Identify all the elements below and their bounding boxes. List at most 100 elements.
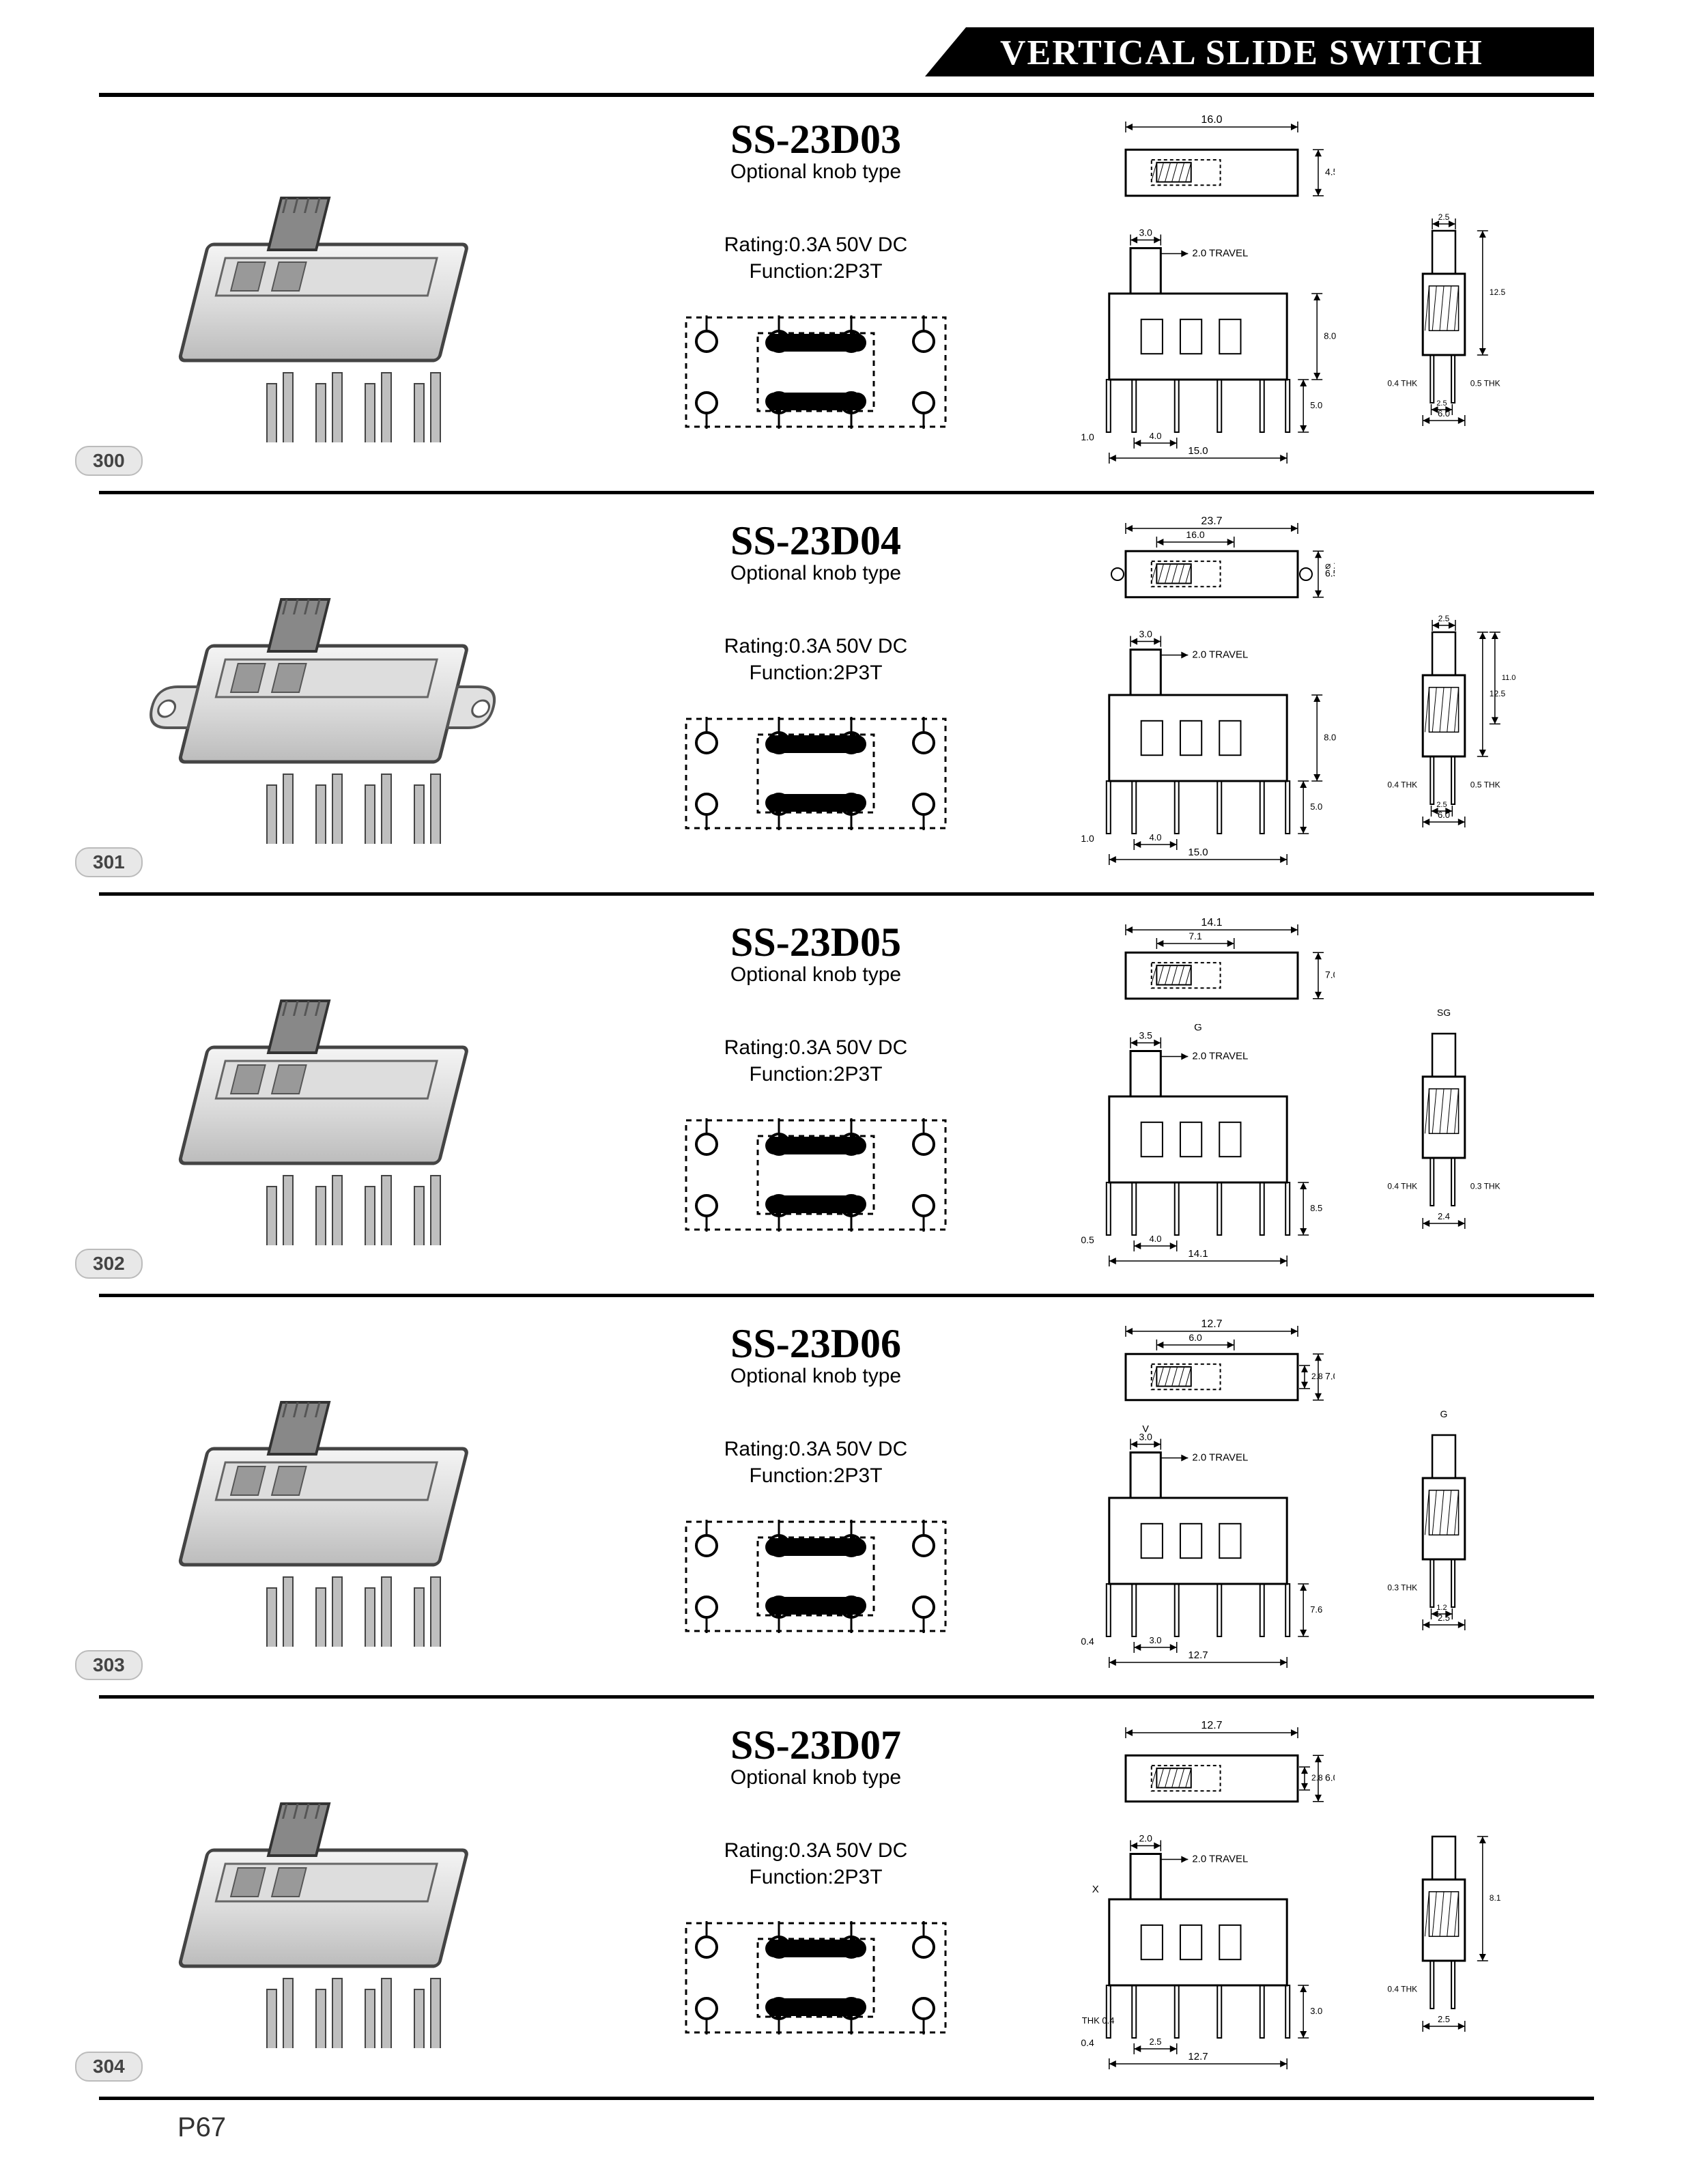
product-row-SS-23D03: 300 SS-23D03 Optional knob type Rating:0… xyxy=(99,101,1594,494)
svg-text:2.0 TRAVEL: 2.0 TRAVEL xyxy=(1192,1452,1248,1464)
front-view: 3.02.0 TRAVEL 15.01.0 4.0 5.0 8.0 xyxy=(1055,623,1341,882)
svg-text:2.8: 2.8 xyxy=(1311,1773,1323,1783)
svg-text:0.5 THK: 0.5 THK xyxy=(1470,379,1500,388)
svg-text:8.5: 8.5 xyxy=(1310,1203,1322,1213)
subtitle: Optional knob type xyxy=(604,1365,1027,1388)
svg-text:0.4 THK: 0.4 THK xyxy=(1387,1182,1417,1191)
ref-number: 304 xyxy=(75,2052,143,2082)
spec-column: SS-23D07 Optional knob type Rating:0.3A … xyxy=(604,1707,1027,2046)
front-view: 3.02.0 TRAVEL V 12.70.4 3.0 7.6 xyxy=(1055,1426,1341,1685)
page-header-band: VERTICAL SLIDE SWITCH xyxy=(966,27,1594,76)
svg-text:15.0: 15.0 xyxy=(1188,847,1208,858)
svg-text:12.7: 12.7 xyxy=(1201,1720,1222,1731)
svg-text:2.0 TRAVEL: 2.0 TRAVEL xyxy=(1192,649,1248,661)
svg-text:23.7: 23.7 xyxy=(1201,515,1222,527)
ref-number: 302 xyxy=(75,1249,143,1279)
subtitle: Optional knob type xyxy=(604,963,1027,987)
svg-text:0.5: 0.5 xyxy=(1081,1234,1094,1245)
tech-drawings: 12.7 6.0 2.8 2.02.0 TRAVEL X 12.70.4 2.5… xyxy=(1048,1707,1587,2097)
product-photo: 301 xyxy=(99,502,591,892)
svg-text:4.0: 4.0 xyxy=(1149,1234,1161,1244)
svg-text:12.7: 12.7 xyxy=(1188,2051,1208,2062)
front-view: 2.02.0 TRAVEL X 12.70.4 2.5 3.0THK 0.4 xyxy=(1055,1827,1341,2086)
front-view: 3.5 2.0 TRAVEL G 14.1 0.5 4.0 8.5 xyxy=(1055,1024,1341,1284)
svg-text:0.4 THK: 0.4 THK xyxy=(1387,1985,1417,1994)
svg-text:1.2: 1.2 xyxy=(1436,1604,1447,1612)
circuit-schematic xyxy=(666,1508,966,1645)
svg-text:4.0: 4.0 xyxy=(1149,431,1161,441)
svg-text:2.5: 2.5 xyxy=(1436,801,1447,809)
side-view: 2.5 1.20.3 THKG xyxy=(1369,1401,1519,1660)
svg-text:8.0: 8.0 xyxy=(1324,330,1336,341)
svg-text:16.0: 16.0 xyxy=(1186,529,1204,540)
part-number: SS-23D03 xyxy=(604,116,1027,163)
svg-text:2.0: 2.0 xyxy=(1139,1833,1152,1844)
svg-text:2.5: 2.5 xyxy=(1438,614,1450,623)
svg-text:2.0 TRAVEL: 2.0 TRAVEL xyxy=(1192,1051,1248,1062)
part-number: SS-23D07 xyxy=(604,1722,1027,1769)
product-photo: 300 xyxy=(99,101,591,491)
svg-text:6.0: 6.0 xyxy=(1325,1772,1335,1783)
svg-text:16.0: 16.0 xyxy=(1201,114,1222,126)
spec-text: Rating:0.3A 50V DCFunction:2P3T xyxy=(604,1837,1027,1890)
footprint-view: 12.7 6.0 7.0 2.8 xyxy=(1089,1315,1335,1417)
svg-text:SG: SG xyxy=(1437,1007,1451,1018)
ref-number: 301 xyxy=(75,847,143,877)
svg-text:3.0: 3.0 xyxy=(1139,629,1152,640)
circuit-schematic xyxy=(666,1910,966,2046)
svg-text:7.0: 7.0 xyxy=(1325,969,1335,980)
product-row-SS-23D07: 304 SS-23D07 Optional knob type Rating:0… xyxy=(99,1707,1594,2100)
svg-text:14.1: 14.1 xyxy=(1188,1248,1208,1260)
product-row-SS-23D06: 303 SS-23D06 Optional knob type Rating:0… xyxy=(99,1305,1594,1699)
part-number: SS-23D04 xyxy=(604,517,1027,565)
svg-text:2.5: 2.5 xyxy=(1438,212,1450,222)
ref-number: 303 xyxy=(75,1650,143,1680)
footprint-view: 23.7 16.0 ⌀ 2.0 6.5 xyxy=(1089,512,1335,614)
svg-text:3.0: 3.0 xyxy=(1149,1635,1161,1645)
front-view: 3.02.0 TRAVEL 15.01.0 4.0 5.0 8.0 xyxy=(1055,221,1341,481)
product-row-SS-23D05: 302 SS-23D05 Optional knob type Rating:0… xyxy=(99,904,1594,1297)
svg-text:0.5 THK: 0.5 THK xyxy=(1470,780,1500,790)
svg-text:1.0: 1.0 xyxy=(1081,833,1094,844)
side-view: 2.5 12.5 11.0 6.0 2.50.4 THK0.5 THK xyxy=(1369,598,1519,857)
circuit-schematic xyxy=(666,705,966,842)
svg-text:0.3 THK: 0.3 THK xyxy=(1387,1583,1417,1593)
svg-text:G: G xyxy=(1194,1024,1202,1034)
circuit-schematic xyxy=(666,304,966,440)
svg-text:15.0: 15.0 xyxy=(1188,445,1208,457)
product-photo: 302 xyxy=(99,904,591,1294)
side-view: 2.40.4 THK0.3 THKSG xyxy=(1369,999,1519,1259)
svg-text:X: X xyxy=(1092,1884,1099,1895)
svg-text:0.4: 0.4 xyxy=(1081,2037,1094,2048)
svg-text:11.0: 11.0 xyxy=(1502,674,1516,682)
product-photo: 303 xyxy=(99,1305,591,1695)
svg-text:0.4 THK: 0.4 THK xyxy=(1387,780,1417,790)
tech-drawings: 12.7 6.0 7.0 2.8 3.02.0 TRAVEL V 12.70.4… xyxy=(1048,1305,1587,1695)
footprint-view: 16.0 4.5 xyxy=(1089,111,1335,213)
svg-text:0.4: 0.4 xyxy=(1081,1636,1094,1647)
spec-column: SS-23D06 Optional knob type Rating:0.3A … xyxy=(604,1305,1027,1645)
svg-text:5.0: 5.0 xyxy=(1310,400,1322,410)
top-rule xyxy=(99,93,1594,97)
svg-text:6.0: 6.0 xyxy=(1189,1332,1202,1343)
tech-drawings: 16.0 4.5 3.02.0 TRAVEL 15.01.0 4.0 5.0 8… xyxy=(1048,101,1587,491)
svg-text:12.5: 12.5 xyxy=(1490,287,1506,297)
tech-drawings: 14.1 7.1 7.0 3.52.0 TRAVEL G 14.10.5 4.0… xyxy=(1048,904,1587,1294)
svg-text:14.1: 14.1 xyxy=(1201,917,1222,928)
side-view: 2.5 12.5 6.0 2.50.4 THK0.5 THK xyxy=(1369,197,1519,456)
svg-text:8.0: 8.0 xyxy=(1324,732,1336,742)
svg-text:2.5: 2.5 xyxy=(1438,2014,1450,2024)
spec-text: Rating:0.3A 50V DCFunction:2P3T xyxy=(604,1436,1027,1489)
svg-text:12.5: 12.5 xyxy=(1490,689,1506,698)
svg-text:1.0: 1.0 xyxy=(1081,431,1094,442)
product-row-SS-23D04: 301 SS-23D04 Optional knob type Rating:0… xyxy=(99,502,1594,896)
spec-text: Rating:0.3A 50V DCFunction:2P3T xyxy=(604,231,1027,285)
ref-number: 300 xyxy=(75,446,143,476)
svg-text:3.0: 3.0 xyxy=(1310,2006,1322,2016)
svg-text:THK 0.4: THK 0.4 xyxy=(1082,2015,1115,2026)
svg-text:3.5: 3.5 xyxy=(1139,1030,1152,1041)
spec-column: SS-23D04 Optional knob type Rating:0.3A … xyxy=(604,502,1027,842)
svg-text:4.0: 4.0 xyxy=(1149,832,1161,842)
svg-text:6.5: 6.5 xyxy=(1325,568,1335,579)
svg-text:2.4: 2.4 xyxy=(1438,1211,1450,1221)
